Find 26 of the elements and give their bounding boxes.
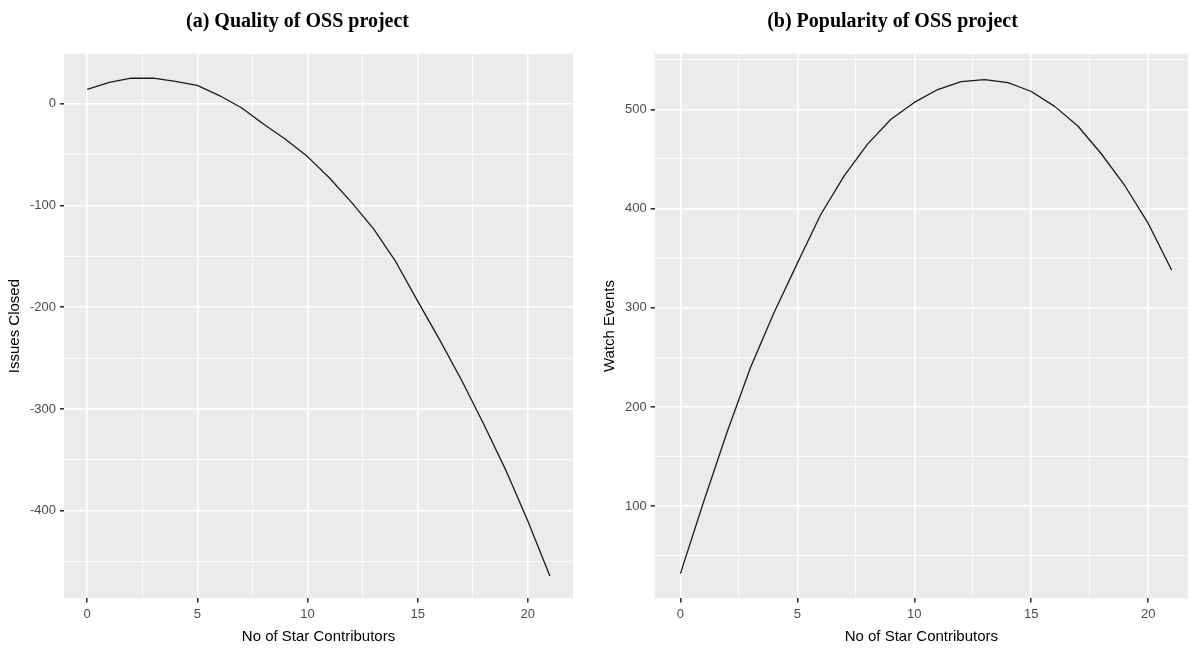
- y-tick-label: -400: [29, 502, 57, 518]
- chart-title: (b) Popularity of OSS project: [766, 8, 1019, 34]
- x-tick-label: 5: [193, 605, 201, 621]
- x-tick-label: 15: [1024, 605, 1039, 621]
- x-axis-title: No of Star Contributors: [241, 627, 396, 645]
- y-tick-label: 400: [624, 200, 647, 216]
- y-tick-label: 500: [624, 100, 647, 116]
- x-tick-label: 10: [300, 605, 315, 621]
- x-tick-label: 20: [1141, 605, 1156, 621]
- y-tick-label: -100: [29, 197, 57, 213]
- x-tick-label: 10: [907, 605, 922, 621]
- y-axis-title: Watch Events: [600, 280, 618, 373]
- chart-title: (a) Quality of OSS project: [185, 8, 410, 34]
- x-tick-label: 5: [793, 605, 801, 621]
- x-tick-label: 15: [410, 605, 425, 621]
- y-tick-label: 300: [624, 299, 647, 315]
- y-tick-label: 100: [624, 497, 647, 513]
- x-tick-label: 20: [520, 605, 536, 621]
- y-tick-label: -200: [29, 298, 57, 314]
- x-tick-label: 0: [676, 605, 685, 621]
- y-axis-title: Issues Closed: [5, 278, 23, 374]
- x-tick-label: 0: [83, 605, 91, 621]
- y-tick-label: 0: [48, 95, 57, 111]
- y-tick-label: -300: [29, 400, 57, 416]
- y-tick-label: 200: [624, 398, 647, 414]
- x-axis-title: No of Star Contributors: [844, 627, 999, 645]
